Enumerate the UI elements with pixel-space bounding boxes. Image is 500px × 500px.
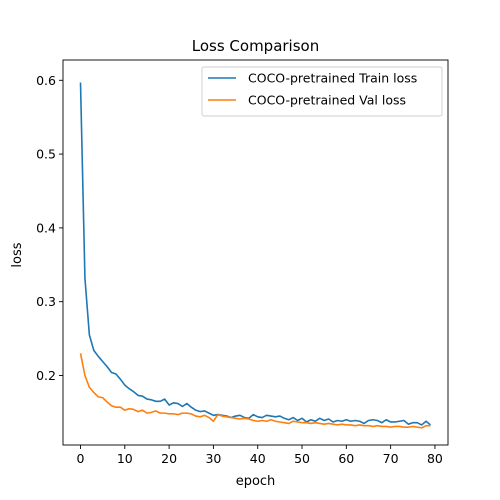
plot-series	[79, 82, 432, 429]
val-loss-line	[79, 353, 431, 429]
y-axis-ticks: 0.2 0.3 0.4 0.5 0.6	[36, 73, 63, 383]
plot-frame	[62, 59, 449, 446]
x-tick-label: 10	[117, 451, 133, 466]
x-tick-label: 0	[77, 451, 85, 466]
x-axis-label: epoch	[236, 474, 276, 489]
y-axis-label: loss	[10, 242, 25, 267]
x-tick-label: 30	[205, 451, 221, 466]
y-tick-label: 0.5	[36, 147, 56, 162]
x-tick-label: 20	[161, 451, 177, 466]
train-loss-line	[79, 82, 432, 426]
x-axis-ticks: 0 10 20 30 40 50 60 70 80	[77, 445, 443, 466]
legend: COCO-pretrained Train loss COCO-pretrain…	[201, 66, 443, 117]
legend-val-label: COCO-pretrained Val loss	[248, 93, 406, 108]
y-tick-label: 0.3	[36, 294, 56, 309]
y-tick-label: 0.6	[36, 73, 56, 88]
x-tick-label: 70	[383, 451, 399, 466]
chart-title: Loss Comparison	[192, 37, 319, 55]
y-tick-label: 0.2	[36, 368, 56, 383]
y-tick-label: 0.4	[36, 220, 56, 235]
x-tick-label: 50	[294, 451, 310, 466]
x-tick-label: 80	[427, 451, 443, 466]
x-tick-label: 40	[250, 451, 266, 466]
legend-train-label: COCO-pretrained Train loss	[248, 71, 417, 86]
legend-box	[201, 66, 443, 117]
x-tick-label: 60	[338, 451, 354, 466]
